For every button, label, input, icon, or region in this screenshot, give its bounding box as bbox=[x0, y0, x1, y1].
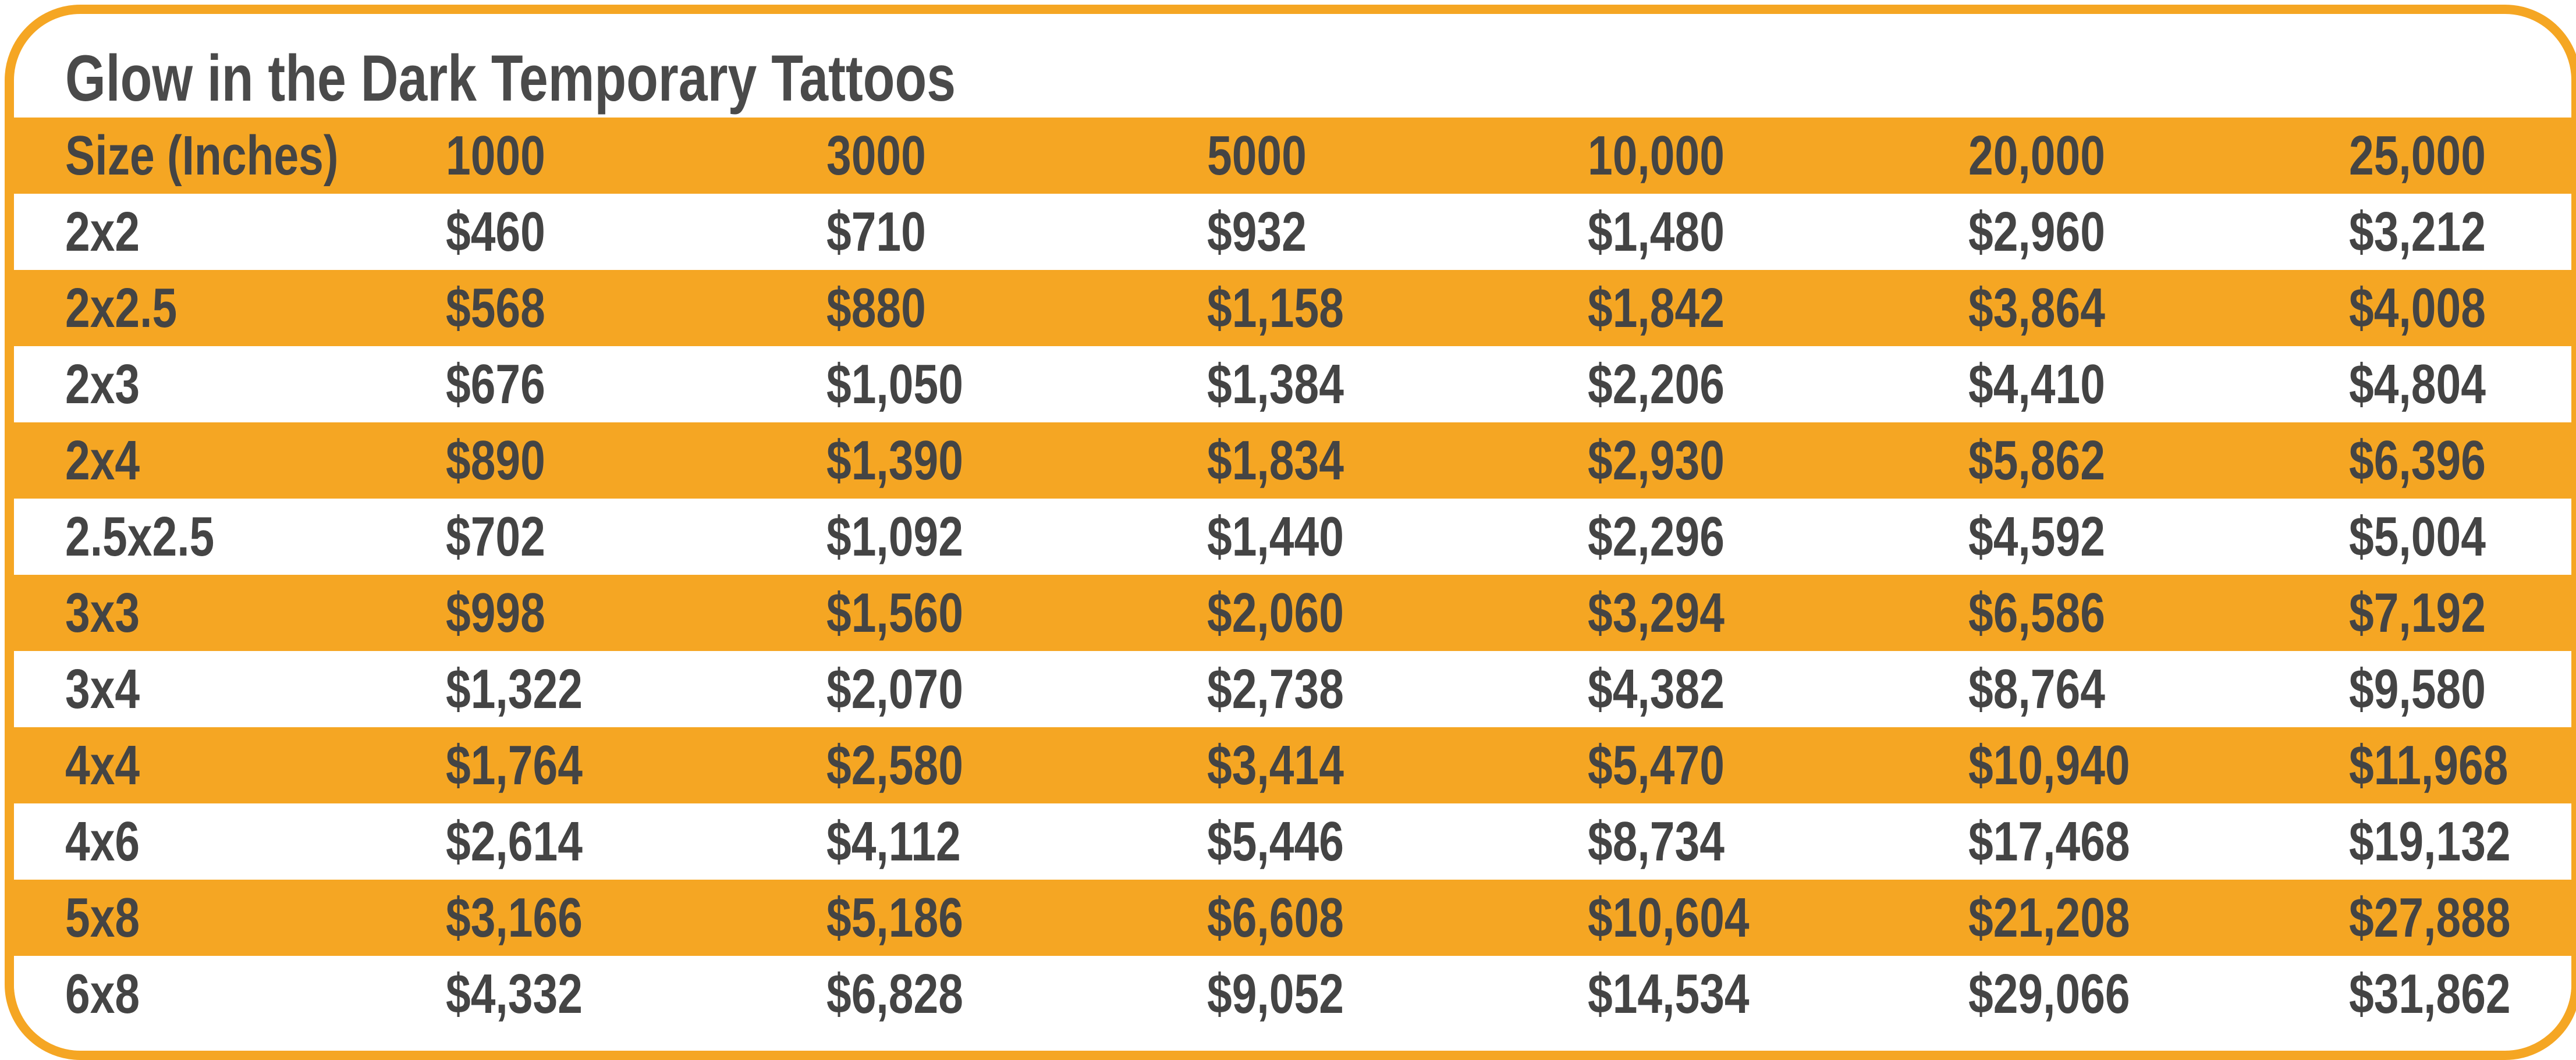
price-cell: $998 bbox=[446, 582, 545, 644]
price-cell: $3,166 bbox=[446, 887, 583, 949]
table-row: 2x2 $460 $710 $932 $1,480 $2,960 $3,212 bbox=[14, 194, 2571, 270]
size-cell: 2x2.5 bbox=[65, 277, 178, 339]
price-cell: $1,384 bbox=[1207, 353, 1344, 415]
price-cell: $932 bbox=[1207, 201, 1307, 263]
price-cell: $710 bbox=[826, 201, 926, 263]
size-cell: 2x4 bbox=[65, 429, 140, 492]
quantity-column-header: 25,000 bbox=[2349, 125, 2486, 187]
price-cell: $14,534 bbox=[1588, 963, 1750, 1025]
price-cell: $1,440 bbox=[1207, 506, 1344, 568]
price-cell: $890 bbox=[446, 429, 545, 492]
size-cell: 2x3 bbox=[65, 353, 140, 415]
table-row: 4x4 $1,764 $2,580 $3,414 $5,470 $10,940 $11,96… bbox=[14, 727, 2571, 803]
price-cell: $568 bbox=[446, 277, 545, 339]
price-table-frame: Glow in the Dark Temporary Tattoos Size … bbox=[5, 5, 2576, 1060]
quantity-column-header: 1000 bbox=[446, 125, 545, 187]
price-cell: $2,930 bbox=[1588, 429, 1725, 492]
price-cell: $2,738 bbox=[1207, 658, 1344, 720]
price-cell: $1,560 bbox=[826, 582, 963, 644]
price-cell: $5,470 bbox=[1588, 734, 1725, 796]
price-cell: $3,294 bbox=[1588, 582, 1725, 644]
table-row: 6x8 $4,332 $6,828 $9,052 $14,534 $29,066 $31,8… bbox=[14, 956, 2571, 1032]
table-row: 2.5x2.5 $702 $1,092 $1,440 $2,296 $4,592 $5,00… bbox=[14, 499, 2571, 575]
price-cell: $460 bbox=[446, 201, 545, 263]
price-cell: $2,070 bbox=[826, 658, 963, 720]
price-cell: $21,208 bbox=[1968, 887, 2130, 949]
price-cell: $3,864 bbox=[1968, 277, 2105, 339]
price-cell: $10,604 bbox=[1588, 887, 1750, 949]
price-cell: $676 bbox=[446, 353, 545, 415]
table-row: 3x4 $1,322 $2,070 $2,738 $4,382 $8,764 $9,580 bbox=[14, 651, 2571, 727]
price-cell: $29,066 bbox=[1968, 963, 2130, 1025]
price-cell: $5,186 bbox=[826, 887, 963, 949]
price-cell: $5,446 bbox=[1207, 810, 1344, 873]
price-cell: $8,734 bbox=[1588, 810, 1725, 873]
size-cell: 3x3 bbox=[65, 582, 140, 644]
price-cell: $4,410 bbox=[1968, 353, 2105, 415]
price-cell: $3,414 bbox=[1207, 734, 1344, 796]
price-cell: $10,940 bbox=[1968, 734, 2130, 796]
price-cell: $5,862 bbox=[1968, 429, 2105, 492]
price-cell: $4,382 bbox=[1588, 658, 1725, 720]
price-cell: $31,862 bbox=[2349, 963, 2511, 1025]
table-row: 2x2.5 $568 $880 $1,158 $1,842 $3,864 $4,008 bbox=[14, 270, 2571, 346]
price-cell: $1,092 bbox=[826, 506, 963, 568]
price-table: Size (Inches) 1000 3000 5000 10,000 20,000 25,… bbox=[14, 118, 2571, 1032]
price-cell: $1,480 bbox=[1588, 201, 1725, 263]
quantity-column-header: 5000 bbox=[1207, 125, 1307, 187]
price-cell: $17,468 bbox=[1968, 810, 2130, 873]
price-cell: $2,614 bbox=[446, 810, 583, 873]
size-cell: 3x4 bbox=[65, 658, 140, 720]
price-cell: $4,112 bbox=[826, 810, 961, 873]
price-cell: $11,968 bbox=[2349, 734, 2508, 796]
price-cell: $2,206 bbox=[1588, 353, 1725, 415]
price-cell: $702 bbox=[446, 506, 545, 568]
price-cell: $6,828 bbox=[826, 963, 963, 1025]
price-cell: $3,212 bbox=[2349, 201, 2486, 263]
price-cell: $1,050 bbox=[826, 353, 963, 415]
size-cell: 5x8 bbox=[65, 887, 140, 949]
price-cell: $27,888 bbox=[2349, 887, 2511, 949]
price-cell: $4,332 bbox=[446, 963, 583, 1025]
price-cell: $19,132 bbox=[2349, 810, 2511, 873]
table-title: Glow in the Dark Temporary Tattoos bbox=[65, 42, 956, 115]
price-cell: $2,060 bbox=[1207, 582, 1344, 644]
quantity-column-header: 3000 bbox=[826, 125, 926, 187]
price-cell: $6,396 bbox=[2349, 429, 2486, 492]
size-cell: 4x4 bbox=[65, 734, 140, 796]
price-cell: $1,322 bbox=[446, 658, 583, 720]
price-cell: $9,580 bbox=[2349, 658, 2486, 720]
price-cell: $1,764 bbox=[446, 734, 583, 796]
table-row: 2x3 $676 $1,050 $1,384 $2,206 $4,410 $4,804 bbox=[14, 346, 2571, 422]
price-cell: $6,608 bbox=[1207, 887, 1344, 949]
price-cell: $2,580 bbox=[826, 734, 963, 796]
price-cell: $9,052 bbox=[1207, 963, 1344, 1025]
header-row: Size (Inches) 1000 3000 5000 10,000 20,000 25,… bbox=[14, 118, 2571, 194]
price-cell: $2,296 bbox=[1588, 506, 1725, 568]
price-cell: $4,592 bbox=[1968, 506, 2105, 568]
price-cell: $4,008 bbox=[2349, 277, 2486, 339]
price-cell: $8,764 bbox=[1968, 658, 2105, 720]
size-cell: 2x2 bbox=[65, 201, 140, 263]
table-row: 2x4 $890 $1,390 $1,834 $2,930 $5,862 $6,396 bbox=[14, 422, 2571, 499]
size-cell: 6x8 bbox=[65, 963, 140, 1025]
price-cell: $1,158 bbox=[1207, 277, 1344, 339]
price-cell: $1,390 bbox=[826, 429, 963, 492]
price-cell: $4,804 bbox=[2349, 353, 2486, 415]
price-cell: $1,834 bbox=[1207, 429, 1344, 492]
price-cell: $6,586 bbox=[1968, 582, 2105, 644]
table-row: 4x6 $2,614 $4,112 $5,446 $8,734 $17,468 $19,13… bbox=[14, 803, 2571, 880]
table-row: 3x3 $998 $1,560 $2,060 $3,294 $6,586 $7,192 bbox=[14, 575, 2571, 651]
price-cell: $7,192 bbox=[2349, 582, 2486, 644]
price-cell: $2,960 bbox=[1968, 201, 2105, 263]
size-column-header: Size (Inches) bbox=[65, 125, 339, 187]
quantity-column-header: 20,000 bbox=[1968, 125, 2105, 187]
size-cell: 4x6 bbox=[65, 810, 140, 873]
table-row: 5x8 $3,166 $5,186 $6,608 $10,604 $21,208 $27,8… bbox=[14, 880, 2571, 956]
price-cell: $5,004 bbox=[2349, 506, 2486, 568]
price-cell: $880 bbox=[826, 277, 926, 339]
quantity-column-header: 10,000 bbox=[1588, 125, 1725, 187]
price-cell: $1,842 bbox=[1588, 277, 1725, 339]
size-cell: 2.5x2.5 bbox=[65, 506, 215, 568]
